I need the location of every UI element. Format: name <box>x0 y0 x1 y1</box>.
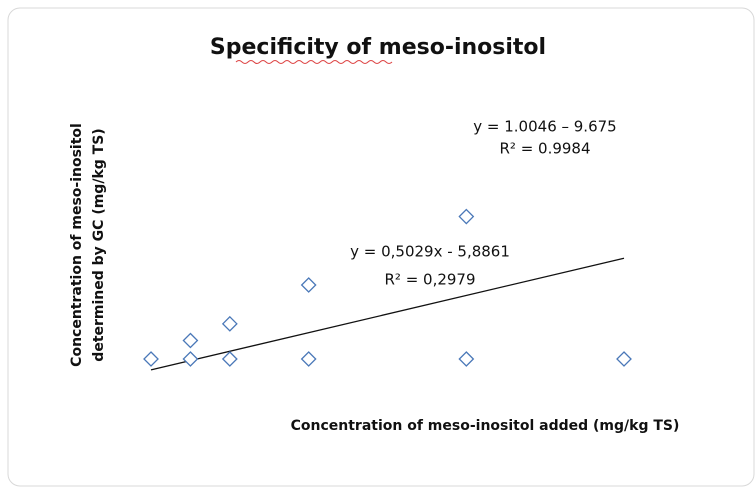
trendline-equation: y = 0,5029x - 5,8861 <box>350 243 510 261</box>
y-label-line: Concentration of meso-inositol <box>69 123 85 367</box>
trendline-r2: R² = 0,2979 <box>384 271 475 289</box>
point <box>300 351 317 367</box>
chart-frame <box>7 7 755 487</box>
point <box>221 351 238 367</box>
point <box>143 351 159 367</box>
x-label: Concentration of meso-inositol added (mg… <box>291 418 680 434</box>
y-label-line: determined by GC (mg/kg TS) <box>91 128 107 361</box>
spell-underline <box>235 60 393 64</box>
y-label: Concentration of meso-inositol determine… <box>69 123 107 367</box>
annotation: y = 1.0046 – 9.675 <box>473 118 616 136</box>
point <box>182 351 199 367</box>
point <box>300 277 317 293</box>
chart-title: Specificity of meso-inositol <box>210 35 546 60</box>
point <box>616 351 632 367</box>
point <box>221 315 238 332</box>
point <box>458 351 475 367</box>
point <box>458 208 475 225</box>
annotation: R² = 0.9984 <box>499 140 590 158</box>
point <box>182 332 199 349</box>
